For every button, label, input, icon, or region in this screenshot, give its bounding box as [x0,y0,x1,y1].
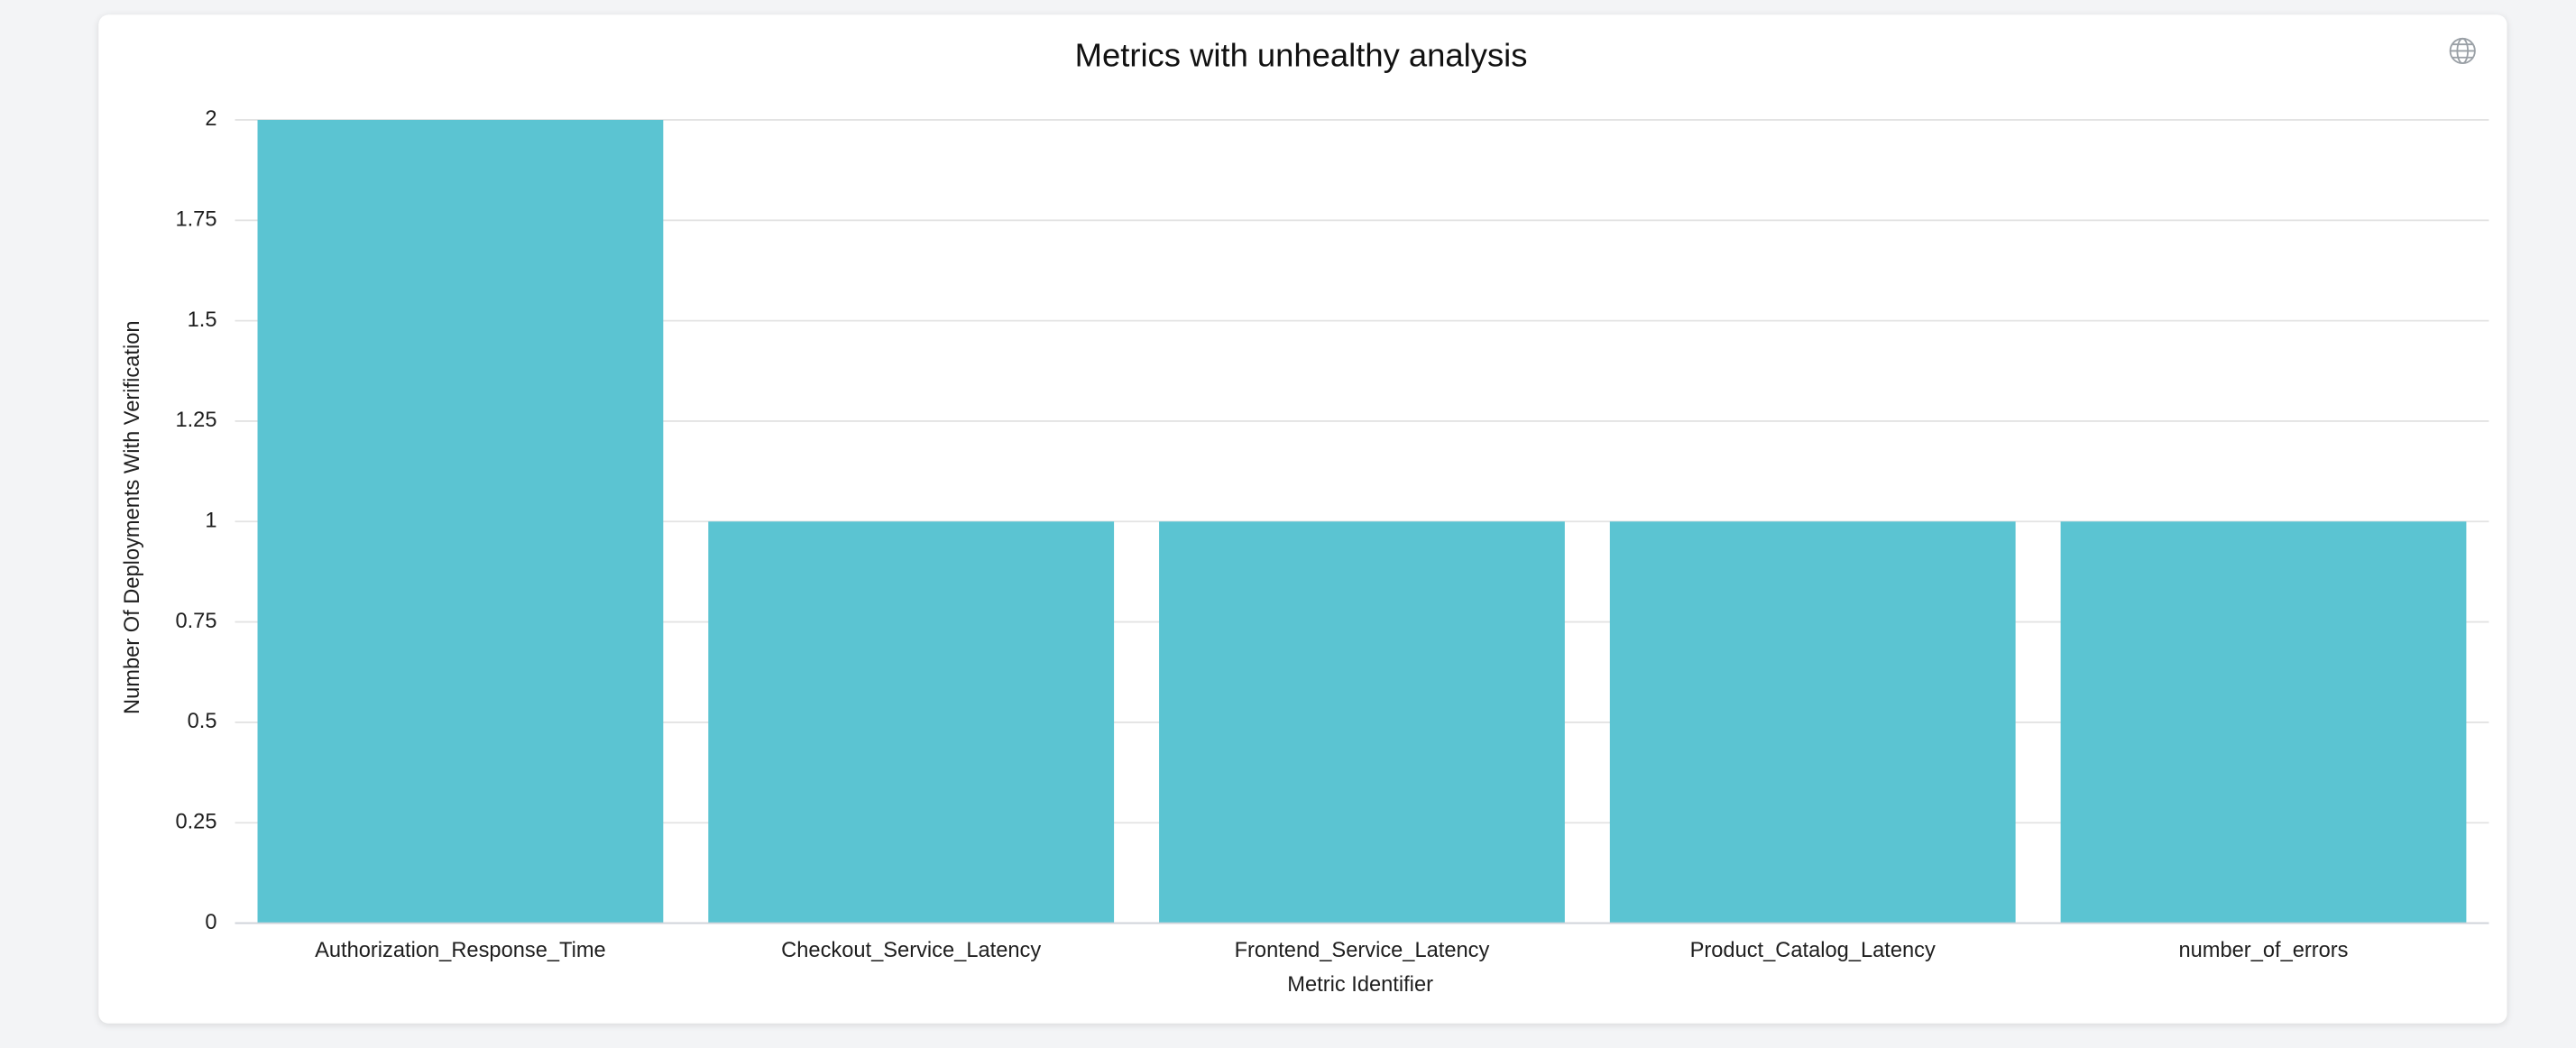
bar [1609,521,2016,924]
y-tick-label: 0.5 [188,710,217,733]
y-axis-title: Number Of Deployments With Verification [121,320,144,714]
y-tick-label: 1 [205,510,216,533]
y-tick-label: 0 [205,911,216,934]
bar [2060,521,2467,924]
y-tick-label: 2 [205,107,216,131]
y-tick-label: 1.75 [175,208,216,232]
y-tick-label: 0.25 [175,811,216,834]
x-tick-label: number_of_errors [2178,939,2348,962]
x-tick-label: Frontend_Service_Latency [1235,939,1490,962]
globe-icon[interactable] [2449,37,2476,65]
y-tick-label: 1.5 [188,308,217,332]
x-axis-title: Metric Identifier [1287,973,1433,997]
y-tick-label: 0.75 [175,610,216,633]
x-tick-label: Authorization_Response_Time [315,939,606,962]
bar [708,521,1115,924]
chart-title: Metrics with unhealthy analysis [1075,36,1528,73]
x-tick-label: Product_Catalog_Latency [1690,939,1936,962]
x-tick-label: Checkout_Service_Latency [781,939,1041,962]
bar [1159,521,1565,924]
y-tick-label: 1.25 [175,409,216,432]
bar [257,119,664,924]
